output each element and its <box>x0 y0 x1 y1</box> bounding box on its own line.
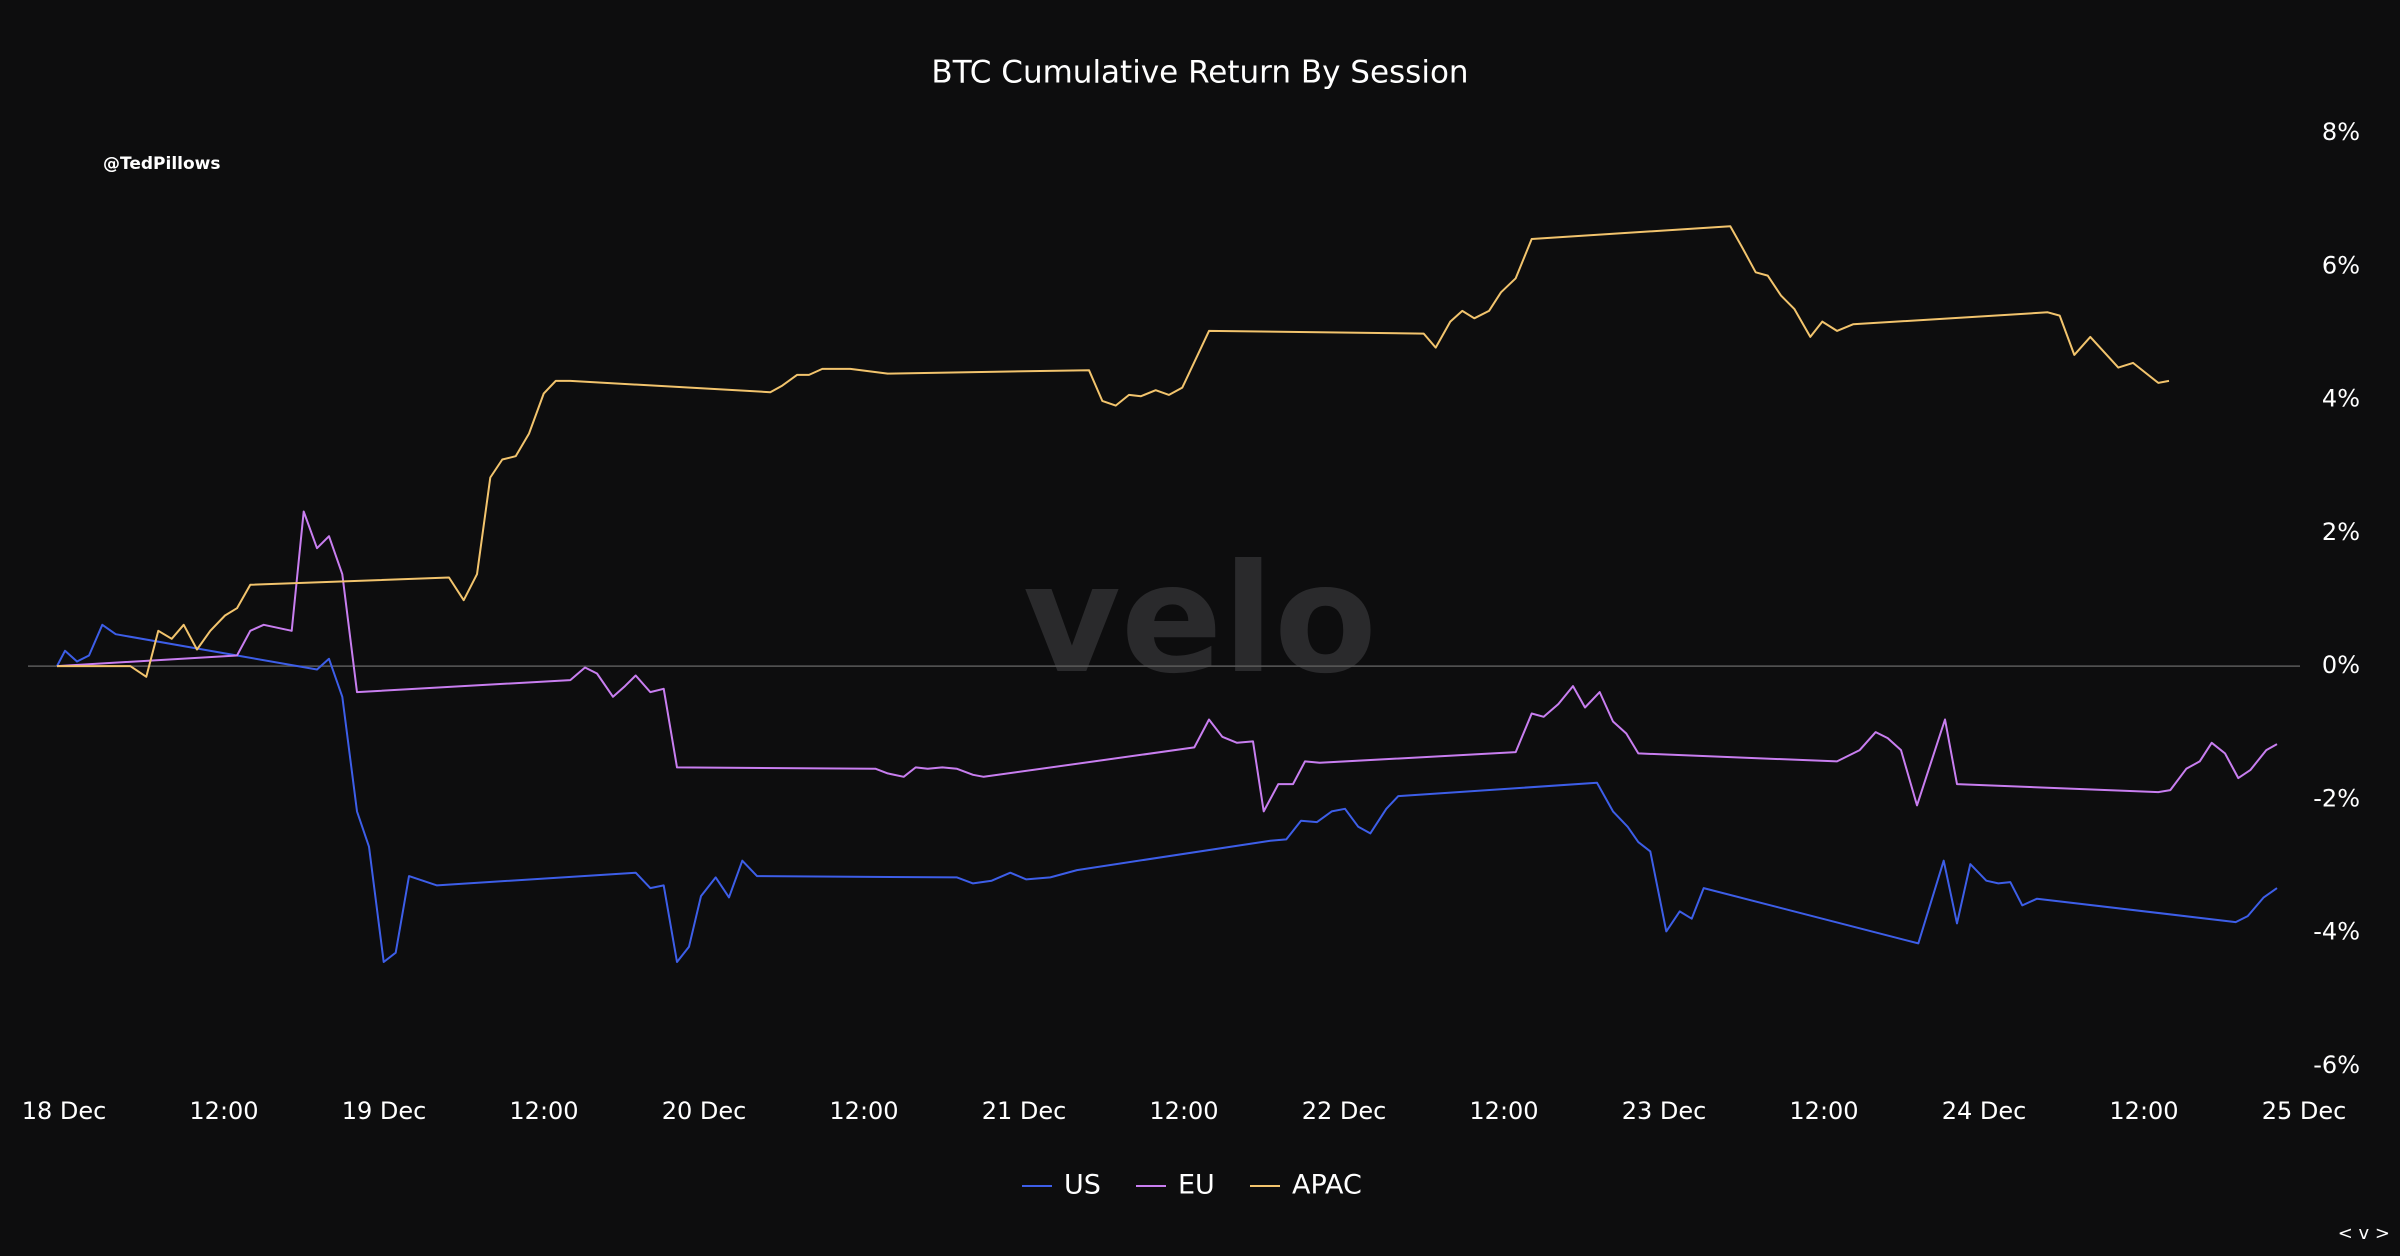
y-tick-label: -6% <box>2313 1051 2360 1079</box>
handle: @TedPillows <box>103 154 220 174</box>
x-tick-label: 12:00 <box>509 1097 578 1125</box>
legend-label: US <box>1064 1170 1101 1201</box>
series-line <box>57 225 2170 678</box>
series-line <box>56 510 2278 813</box>
x-tick-label: 12:00 <box>829 1097 898 1125</box>
legend-label: APAC <box>1292 1170 1362 1201</box>
watermark: velo <box>1023 533 1377 707</box>
x-tick-label: 24 Dec <box>1942 1097 2027 1125</box>
y-tick-label: -4% <box>2313 918 2360 946</box>
x-tick-label: 12:00 <box>2109 1097 2178 1125</box>
x-tick-label: 25 Dec <box>2262 1097 2347 1125</box>
x-tick-label: 19 Dec <box>342 1097 427 1125</box>
y-tick-label: 2% <box>2322 518 2360 546</box>
legend-label: EU <box>1178 1170 1215 1201</box>
x-tick-label: 23 Dec <box>1622 1097 1707 1125</box>
x-tick-label: 12:00 <box>1469 1097 1538 1125</box>
x-tick-label: 20 Dec <box>662 1097 747 1125</box>
y-tick-label: 0% <box>2322 651 2360 679</box>
x-tick-label: 12:00 <box>189 1097 258 1125</box>
series-line <box>56 623 2278 963</box>
x-tick-label: 21 Dec <box>982 1097 1067 1125</box>
y-tick-label: 6% <box>2322 251 2360 279</box>
x-tick-label: 18 Dec <box>22 1097 107 1125</box>
y-tick-label: 4% <box>2322 385 2360 413</box>
y-tick-label: -2% <box>2313 784 2360 812</box>
x-tick-label: 22 Dec <box>1302 1097 1387 1125</box>
chart-title: BTC Cumulative Return By Session <box>931 55 1468 91</box>
x-tick-label: 12:00 <box>1789 1097 1858 1125</box>
corner-controls[interactable]: < v > <box>2338 1223 2390 1244</box>
x-tick-label: 12:00 <box>1149 1097 1218 1125</box>
y-tick-label: 8% <box>2322 118 2360 146</box>
